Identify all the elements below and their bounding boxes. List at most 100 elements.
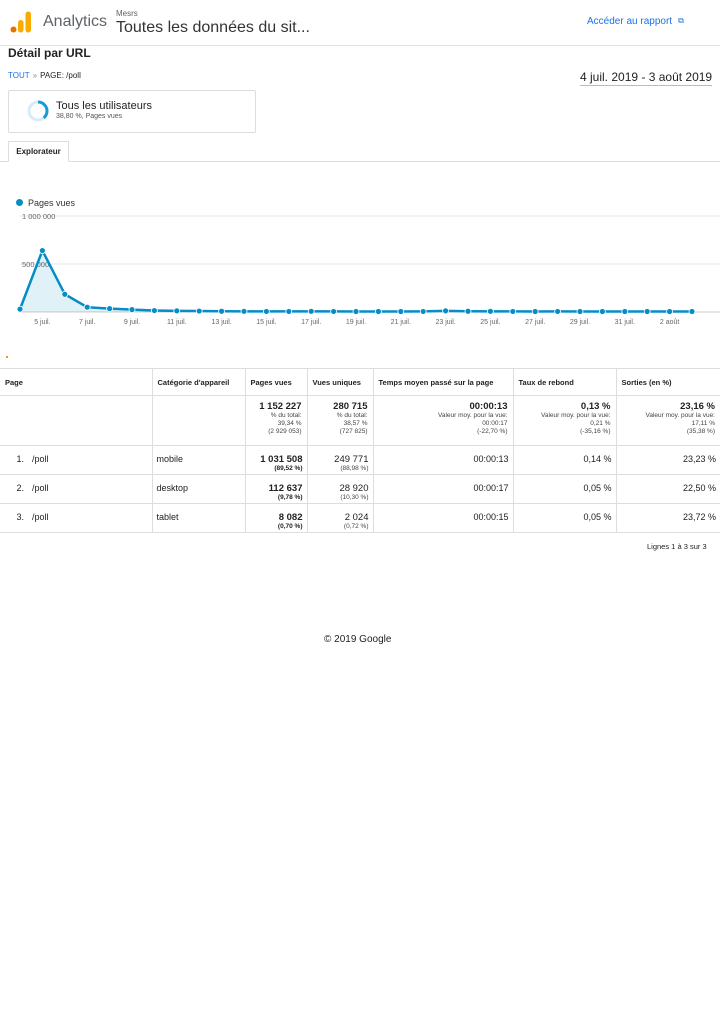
pageviews-cell: 8 082 (0,70 %) [244, 503, 308, 533]
page-link[interactable]: /poll [32, 512, 49, 522]
data-point [83, 303, 91, 311]
unique-cell: 249 771 (88,98 %) [306, 445, 374, 475]
data-point [128, 306, 136, 313]
chart-legend[interactable]: Pages vues [16, 198, 75, 208]
x-tick-label: 31 juil. [615, 319, 635, 326]
table-row: 3. /poll tablet 8 082 (0,70 %) 2 024 (0,72 … [0, 503, 720, 533]
data-point [599, 308, 606, 315]
data-point [419, 308, 427, 315]
annotation-marker [6, 356, 8, 358]
open-report-link[interactable]: Accéder au rapport ⧉ [587, 16, 684, 27]
property-selector[interactable]: Toutes les données du sit... [116, 19, 310, 36]
col-header-time[interactable]: Temps moyen passé sur la page [372, 368, 514, 396]
x-tick-label: 19 juil. [346, 319, 366, 326]
data-point [374, 308, 382, 315]
unique-value: 2 024 [344, 512, 369, 523]
data-point [330, 308, 338, 315]
data-point [173, 307, 181, 315]
data-point [531, 308, 539, 315]
pageviews-chart[interactable]: 500 000 1 000 000 5 juil. 7 juil. 9 juil. 11 … [0, 210, 720, 335]
x-tick-label: 11 juil. [167, 319, 187, 326]
account-name[interactable]: Mesrs [116, 9, 138, 18]
bounce-cell: 0,14 % [512, 445, 617, 475]
y-tick-label: 1 000 000 [22, 212, 55, 221]
pageviews-value: 8 082 [278, 512, 303, 523]
col-header-unique[interactable]: Vues uniques [306, 368, 374, 396]
breadcrumb-separator: » [32, 71, 38, 80]
pageviews-cell: 112 637 (9,78 %) [244, 474, 308, 504]
segment-name: Tous les utilisateurs [56, 100, 152, 112]
row-rank: 2. [16, 483, 24, 493]
segment-card[interactable]: Tous les utilisateurs 38,80 %, Pages vue… [8, 90, 256, 133]
col-header-device[interactable]: Catégorie d'appareil [151, 368, 246, 396]
segment-ring-icon [27, 100, 49, 122]
data-point [442, 307, 450, 315]
bounce-cell: 0,05 % [512, 474, 617, 504]
total-overall: (727 825) [339, 428, 368, 435]
device-cell: tablet [151, 503, 246, 533]
page-cell: 1. /poll [0, 445, 153, 475]
data-point [352, 308, 360, 315]
total-delta: (35,38 %) [686, 428, 715, 435]
page-title: Détail par URL [8, 46, 91, 60]
data-table: Page Catégorie d'appareil Pages vues Vue… [0, 368, 720, 533]
total-label: % du total: [270, 412, 302, 419]
total-overall: (2 929 053) [268, 428, 302, 435]
total-percent: 38,57 % [343, 420, 368, 427]
unique-percent: (0,72 %) [343, 523, 369, 530]
pageviews-cell: 1 031 508 (89,52 %) [244, 445, 308, 475]
total-value: 23,16 % [680, 401, 715, 412]
data-point [509, 308, 517, 315]
series-line [18, 249, 692, 313]
x-tick-label: 5 juil. [34, 319, 50, 326]
total-label: Valeur moy. pour la vue: [438, 412, 508, 419]
pageviews-percent: (0,70 %) [277, 523, 303, 530]
x-tick-label: 9 juil. [124, 319, 140, 326]
page-link[interactable]: /poll [32, 483, 49, 493]
bounce-cell: 0,05 % [512, 503, 617, 533]
x-tick-label: 23 juil. [435, 319, 455, 326]
data-point [195, 307, 203, 315]
pagination-info: Lignes 1 à 3 sur 3 [647, 542, 707, 551]
pageviews-value: 112 637 [268, 483, 303, 494]
total-value: 0,13 % [580, 401, 611, 412]
breadcrumb-all-link[interactable]: TOUT [8, 71, 30, 80]
tab-explorer[interactable]: Explorateur [8, 141, 69, 162]
x-tick-label: 7 juil. [79, 319, 95, 326]
time-cell: 00:00:15 [372, 503, 514, 533]
data-point [464, 307, 472, 315]
col-header-exits[interactable]: Sorties (en %) [615, 368, 720, 396]
total-label: Valeur moy. pour la vue: [645, 412, 716, 419]
analytics-logo-icon[interactable] [10, 11, 32, 33]
data-point [643, 308, 651, 315]
totals-page-cell [0, 395, 153, 446]
x-tick-label: 17 juil. [301, 319, 321, 326]
data-point [39, 247, 46, 254]
col-header-pageviews[interactable]: Pages vues [244, 368, 308, 396]
pageviews-value: 1 031 508 [260, 454, 303, 465]
exits-cell: 23,23 % [615, 445, 720, 475]
open-report-label[interactable]: Accéder au rapport [587, 16, 673, 27]
totals-pageviews: 1 152 227 % du total: 39,34 % (2 929 053… [244, 395, 308, 446]
x-tick-label: 27 juil. [525, 319, 545, 326]
total-percent: 39,34 % [277, 420, 302, 427]
col-header-page[interactable]: Page [0, 368, 153, 396]
totals-unique: 280 715 % du total: 38,57 % (727 825) [306, 395, 374, 446]
date-range-picker[interactable]: 4 juil. 2019 - 3 août 2019 [580, 70, 713, 86]
copyright: © 2019 Google [324, 634, 392, 645]
table-header-row: Page Catégorie d'appareil Pages vues Vue… [0, 368, 720, 396]
unique-cell: 28 920 (10,30 %) [306, 474, 374, 504]
exits-cell: 23,72 % [615, 503, 720, 533]
unique-percent: (88,98 %) [340, 465, 369, 472]
x-tick-label: 25 juil. [480, 319, 500, 326]
page-link[interactable]: /poll [32, 454, 49, 464]
total-average: 0,21 % [590, 420, 611, 427]
pageviews-percent: (89,52 %) [274, 465, 303, 472]
data-point [486, 307, 494, 315]
table-row: 2. /poll desktop 112 637 (9,78 %) 28 920 (1… [0, 474, 720, 504]
col-header-bounce[interactable]: Taux de rebond [512, 368, 617, 396]
totals-bounce: 0,13 % Valeur moy. pour la vue: 0,21 % (… [512, 395, 617, 446]
data-point [61, 290, 69, 298]
unique-cell: 2 024 (0,72 %) [306, 503, 374, 533]
exits-cell: 22,50 % [615, 474, 720, 504]
